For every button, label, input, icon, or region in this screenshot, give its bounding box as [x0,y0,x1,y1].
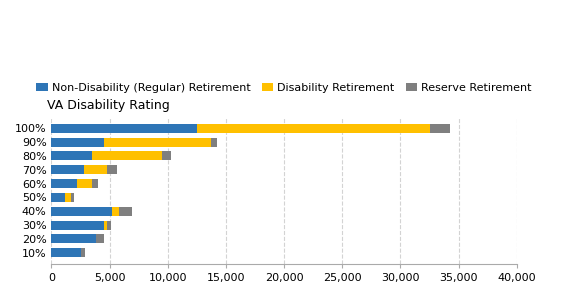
Bar [92,179,98,188]
Bar [162,151,171,160]
Bar [84,165,107,174]
Bar [51,124,197,133]
Legend: Non-Disability (Regular) Retirement, Disability Retirement, Reserve Retirement: Non-Disability (Regular) Retirement, Dis… [32,78,536,97]
Bar [77,179,92,188]
Bar [71,193,73,202]
Bar [51,165,84,174]
Bar [104,221,107,229]
Bar [92,151,162,160]
Bar [51,151,92,160]
Bar [51,193,66,202]
Bar [81,248,85,257]
Bar [95,235,104,243]
Bar [211,138,216,147]
Bar [51,235,95,243]
Bar [51,248,81,257]
Bar [107,165,116,174]
Bar [112,207,119,216]
Bar [66,193,71,202]
Bar [51,221,104,229]
Text: VA Disability Rating: VA Disability Rating [47,100,170,112]
Bar [51,207,112,216]
Bar [119,207,132,216]
Bar [104,138,211,147]
Bar [51,179,77,188]
Bar [197,124,429,133]
Bar [429,124,450,133]
Bar [51,138,104,147]
Bar [107,221,111,229]
